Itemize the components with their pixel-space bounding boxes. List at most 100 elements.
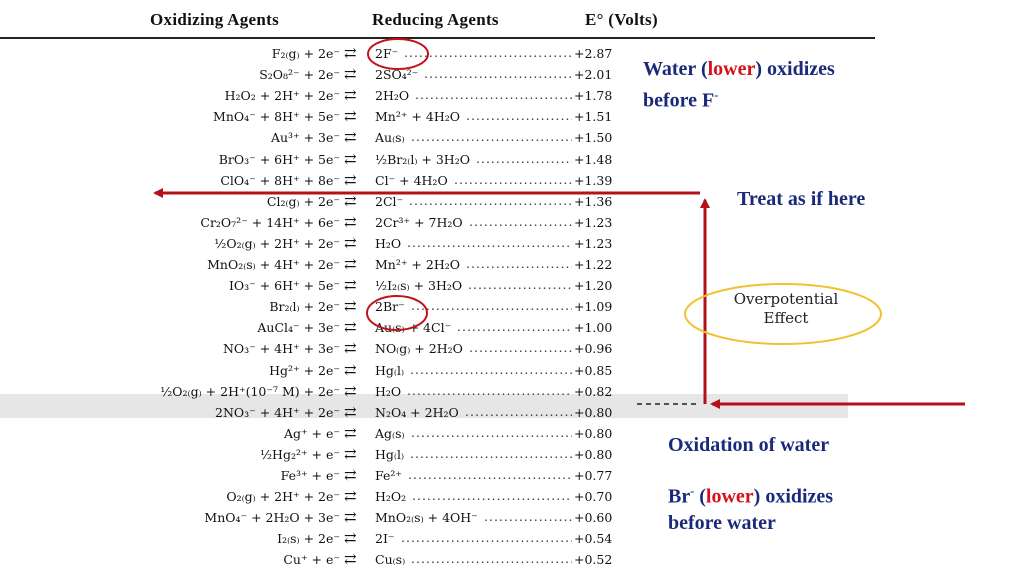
reducing-agent: H₂O₂ [375,489,407,505]
potential-value: +2.01 [574,67,613,83]
table-row: Br₂₍l₎ + 2e⁻ ⇄ 2Br⁻.......................… [0,297,640,319]
leader-dots: ........................................… [454,171,572,187]
oxidizing-agent: Cl₂₍g₎ + 2e⁻ [266,193,340,209]
equilibrium-arrow-icon: ⇄ [344,128,357,147]
table-row: F₂₍g₎ + 2e⁻ ⇄ 2F⁻.........................… [0,44,640,66]
leader-dots: ........................................… [404,45,572,60]
oxidizing-agent: Hg²⁺ + 2e⁻ [269,362,340,378]
reducing-agent: 2Cr³⁺ + 7H₂O [375,214,463,230]
reducing-agent: Cu₍s₎ [375,552,406,568]
potential-value: +0.80 [574,446,613,462]
oxidizing-agent: ClO₄⁻ + 8H⁺ + 8e⁻ [220,172,340,188]
potential-value: +0.60 [574,510,613,526]
potential-value: +1.51 [574,109,613,125]
oxidizing-agent: MnO₄⁻ + 2H₂O + 3e⁻ [204,510,340,526]
table-row: Cu⁺ + e⁻ ⇄ Cu₍s₎..........................… [0,550,640,572]
leader-dots: ........................................… [466,256,572,271]
reducing-agent: H₂O [375,383,402,399]
leader-dots: ........................................… [411,551,572,567]
table-row: O₂₍g₎ + 2H⁺ + 2e⁻ ⇄ H₂O₂..................… [0,487,640,509]
table-row: BrO₃⁻ + 6H⁺ + 5e⁻ ⇄ ½Br₂₍l₎ + 3H₂O........… [0,150,640,172]
leader-dots: ........................................… [411,424,572,440]
table-row: IO₃⁻ + 6H⁺ + 5e⁻ ⇄ ½I₂₍s₎ + 3H₂O..........… [0,276,640,298]
table-row: I₂₍s₎ + 2e⁻ ⇄ 2I⁻.........................… [0,529,640,551]
oxidizing-agent: ½O₂₍g₎ + 2H⁺ + 2e⁻ [214,235,340,251]
reducing-agent: Mn²⁺ + 2H₂O [375,257,460,272]
equilibrium-arrow-icon: ⇄ [344,487,357,506]
leader-dots: ........................................… [409,192,572,208]
oxidizing-agent: MnO₄⁻ + 8H⁺ + 5e⁻ [213,109,340,125]
oxidizing-agent: 2NO₃⁻ + 4H⁺ + 2e⁻ [215,404,340,420]
equilibrium-arrow-icon: ⇄ [344,255,357,273]
equilibrium-arrow-icon: ⇄ [344,276,357,295]
oxidizing-agent: BrO₃⁻ + 6H⁺ + 5e⁻ [218,151,340,167]
equilibrium-arrow-icon: ⇄ [344,318,357,337]
potential-value: +1.48 [574,151,613,167]
table-row: ½O₂₍g₎ + 2H⁺(10⁻⁷ M) + 2e⁻ ⇄ H₂O..........… [0,382,640,404]
equilibrium-arrow-icon: ⇄ [344,44,357,62]
equilibrium-arrow-icon: ⇄ [344,107,357,126]
table-row: ½O₂₍g₎ + 2H⁺ + 2e⁻ ⇄ H₂O..................… [0,234,640,256]
leader-dots: ........................................… [410,361,572,377]
leader-dots: ........................................… [468,277,572,293]
oxidizing-agent: F₂₍g₎ + 2e⁻ [271,46,340,61]
potential-value: +0.82 [574,383,613,399]
equilibrium-arrow-icon: ⇄ [344,65,357,84]
reducing-agent: Au₍s₎ [375,130,405,146]
leader-dots: ........................................… [401,530,572,546]
oxidizing-agent: IO₃⁻ + 6H⁺ + 5e⁻ [228,278,340,294]
equilibrium-arrow-icon: ⇄ [344,423,357,442]
reducing-agent: ½I₂₍s₎ + 3H₂O [375,278,463,294]
leader-dots: ........................................… [410,445,572,461]
table-row: Cl₂₍g₎ + 2e⁻ ⇄ 2Cl⁻.......................… [0,192,640,214]
potential-value: +1.09 [574,299,613,315]
equilibrium-arrow-icon: ⇄ [344,86,357,105]
potential-value: +0.80 [574,404,613,420]
potential-value: +0.54 [574,531,613,547]
reducing-agent: 2H₂O [375,88,410,104]
reducing-agent: ½Br₂₍l₎ + 3H₂O [375,151,470,167]
leader-dots: ........................................… [469,213,572,229]
note-treat-as-if-here: Treat as if here [737,188,866,210]
reducing-agent: MnO₂₍s₎ + 4OH⁻ [375,510,478,526]
leader-dots: ........................................… [407,382,572,398]
leader-dots: ........................................… [411,129,572,145]
equilibrium-arrow-icon: ⇄ [344,444,357,463]
potential-value: +0.52 [574,552,613,568]
table-row: ClO₄⁻ + 8H⁺ + 8e⁻ ⇄ Cl⁻ + 4H₂O............… [0,171,640,193]
reducing-agent: Cl⁻ + 4H₂O [375,172,448,188]
leader-dots: ........................................… [484,509,572,525]
leader-dots: ........................................… [465,403,572,419]
equilibrium-arrow-icon: ⇄ [344,191,357,210]
oxidizing-agents-heading: Oxidizing Agents [150,10,280,29]
potential-value: +1.20 [574,278,613,294]
overpotential-label: Overpotential Effect [733,290,839,327]
potential-value: +0.80 [574,425,613,441]
potential-value: +0.70 [574,489,613,505]
equilibrium-arrow-icon: ⇄ [344,297,357,316]
oxidizing-agent: Fe³⁺ + e⁻ [280,468,340,483]
table-row: AuCl₄⁻ + 3e⁻ ⇄ Au₍s₎ + 4Cl⁻...............… [0,318,640,340]
equilibrium-arrow-icon: ⇄ [344,212,357,231]
oxidizing-agent: Cr₂O₇²⁻ + 14H⁺ + 6e⁻ [200,214,340,230]
oxidizing-agent: Au³⁺ + 3e⁻ [270,130,340,146]
equilibrium-arrow-icon: ⇄ [344,529,357,548]
leader-dots: ........................................… [408,467,572,482]
equilibrium-arrow-icon: ⇄ [344,466,357,484]
oxidizing-agent: Ag⁺ + e⁻ [283,425,340,441]
table-row: MnO₄⁻ + 8H⁺ + 5e⁻ ⇄ Mn²⁺ + 4H₂O...........… [0,107,640,129]
header-rule [0,37,875,39]
reducing-agent: 2SO₄²⁻ [375,67,419,83]
table-row: S₂O₈²⁻ + 2e⁻ ⇄ 2SO₄²⁻.....................… [0,65,640,87]
potential-value: +0.85 [574,362,613,378]
reducing-agent: 2Br⁻ [375,299,405,315]
oxidizing-agent: ½O₂₍g₎ + 2H⁺(10⁻⁷ M) + 2e⁻ [160,383,340,399]
oxidizing-agent: Cu⁺ + e⁻ [283,552,340,568]
potential-value: +1.22 [574,257,613,272]
oxidizing-agent: S₂O₈²⁻ + 2e⁻ [259,67,340,83]
oxidizing-agent: AuCl₄⁻ + 3e⁻ [257,320,340,336]
equilibrium-arrow-icon: ⇄ [344,402,357,421]
table-row: MnO₄⁻ + 2H₂O + 3e⁻ ⇄ MnO₂₍s₎ + 4OH⁻.......… [0,508,640,530]
potential-value: +1.39 [574,172,613,188]
reducing-agent: Au₍s₎ + 4Cl⁻ [375,320,452,336]
